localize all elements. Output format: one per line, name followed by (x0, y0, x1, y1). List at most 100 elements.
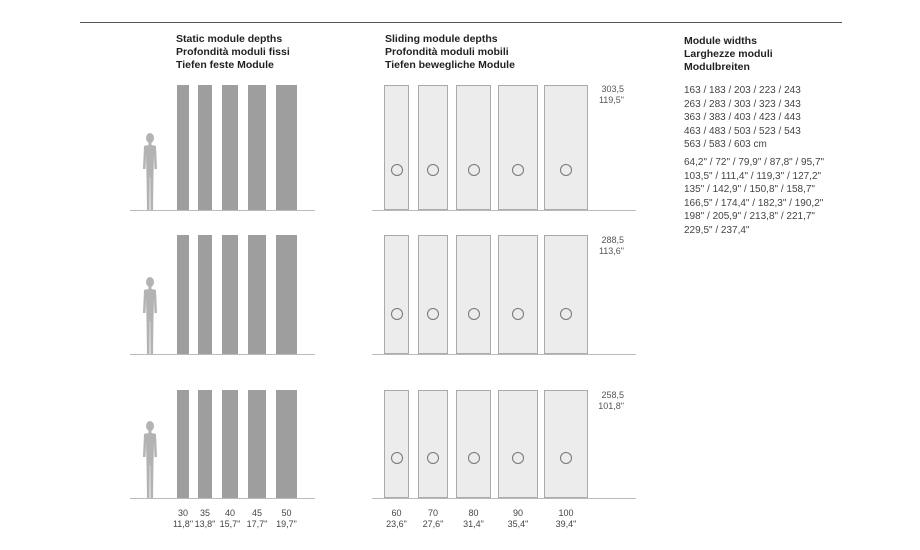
sliding-module-panel (498, 235, 538, 354)
handle-circle-icon (467, 452, 480, 464)
static-module-bar (222, 85, 238, 210)
static-depth-label: 40 15,7" (210, 508, 250, 530)
header-line: Tiefen feste Module (176, 59, 274, 71)
height-inch: 119,5" (598, 95, 624, 105)
depth-cm: 100 (558, 508, 574, 518)
widths-cm-line: 563 / 583 / 603 cm (684, 139, 767, 150)
sliding-module-panel (456, 85, 491, 210)
module-height-label: 288,5 113,6" (599, 235, 624, 257)
handle-circle-icon (512, 452, 524, 464)
handle-circle-icon (467, 308, 480, 320)
module-height-label: 258,5 101,8" (598, 390, 624, 412)
widths-inch-line: 229,5" / 237,4" (684, 224, 750, 236)
depth-inch: 11,8" (172, 519, 194, 529)
static-module-bar (177, 235, 189, 354)
depth-cm: 40 (224, 508, 235, 518)
sliding-depths-header: Sliding module depths Profondità moduli … (385, 33, 515, 72)
header-line: Modulbreiten (684, 61, 750, 73)
height-cm: 258,5 (601, 390, 624, 400)
handle-circle-icon (512, 308, 524, 320)
widths-inch-line: 135" / 142,9" / 150,8" / 158,7" (684, 184, 815, 195)
static-module-bar (198, 235, 212, 354)
static-module-bar (276, 390, 297, 498)
static-module-bar (177, 390, 189, 498)
widths-inch-line: 198" / 205,9" / 213,8" / 221,7" (684, 211, 815, 222)
sliding-module-panel (418, 85, 448, 210)
static-module-bar (276, 235, 297, 354)
handle-circle-icon (427, 308, 439, 320)
depth-inch: 23,6" (386, 519, 407, 529)
handle-circle-icon (390, 164, 403, 176)
handle-circle-icon (390, 308, 403, 320)
handle-circle-icon (560, 452, 572, 464)
depth-inch: 31,4" (463, 519, 484, 529)
static-depth-label: 35 13,8" (185, 508, 225, 530)
depth-inch: 13,8" (194, 519, 216, 529)
static-module-bar (198, 85, 212, 210)
ground-line (130, 210, 315, 211)
static-module-bar (222, 235, 238, 354)
person-silhouette (140, 421, 160, 504)
ground-line (130, 354, 315, 355)
handle-circle-icon (512, 164, 524, 176)
static-module-bar (248, 235, 266, 354)
static-depth-label: 45 17,7" (237, 508, 277, 530)
sliding-module-panel (456, 390, 491, 498)
header-line: Tiefen bewegliche Module (385, 59, 515, 71)
header-line: Sliding module depths (385, 33, 498, 45)
ground-line (372, 498, 636, 499)
handle-circle-icon (427, 164, 439, 176)
height-cm: 288,5 (601, 235, 624, 245)
static-depth-label: 50 19,7" (267, 508, 307, 530)
module-widths-header: Module widths Larghezze moduli Modulbrei… (684, 35, 773, 74)
static-module-bar (248, 85, 266, 210)
person-silhouette (140, 133, 160, 216)
height-inch: 113,6" (598, 246, 624, 256)
handle-circle-icon (427, 452, 439, 464)
sliding-module-panel (498, 85, 538, 210)
sliding-module-panel (456, 235, 491, 354)
sliding-module-panel (384, 85, 409, 210)
height-inch: 101,8" (598, 401, 624, 411)
ground-line (372, 210, 636, 211)
widths-inch-list: 64,2" / 72" / 79,9" / 87,8" / 95,7" 103,… (684, 156, 824, 237)
person-silhouette (140, 277, 160, 360)
top-rule (80, 22, 842, 23)
static-module-bar (198, 390, 212, 498)
depth-cm: 45 (251, 508, 262, 518)
sliding-depth-label: 60 23,6" (377, 508, 417, 530)
handle-circle-icon (560, 308, 572, 320)
sliding-module-panel (498, 390, 538, 498)
sliding-module-panel (544, 85, 588, 210)
header-line: Profondità moduli mobili (385, 46, 509, 58)
sliding-module-panel (384, 235, 409, 354)
widths-cm-line: 263 / 283 / 303 / 323 / 343 (684, 98, 801, 110)
depth-inch: 39,4" (555, 519, 577, 529)
depth-inch: 19,7" (276, 519, 297, 529)
widths-cm-line: 163 / 183 / 203 / 223 / 243 (684, 85, 801, 96)
sliding-module-panel (544, 235, 588, 354)
static-module-bar (276, 85, 297, 210)
widths-inch-line: 166,5" / 174,4" / 182,3" / 190,2" (684, 197, 824, 209)
depth-inch: 17,7" (246, 519, 268, 529)
widths-cm-list: 163 / 183 / 203 / 223 / 243 263 / 283 / … (684, 84, 801, 152)
sliding-module-panel (418, 235, 448, 354)
depth-inch: 27,6" (422, 519, 444, 529)
depth-inch: 15,7" (219, 519, 241, 529)
static-depth-label: 30 11,8" (163, 508, 203, 530)
static-module-bar (177, 85, 189, 210)
depth-cm: 90 (512, 508, 523, 518)
sliding-module-panel (418, 390, 448, 498)
header-line: Module widths (684, 35, 757, 47)
sliding-depth-label: 100 39,4" (546, 508, 586, 530)
static-module-bar (248, 390, 266, 498)
sliding-depth-label: 90 35,4" (498, 508, 538, 530)
widths-inch-line: 103,5" / 111,4" / 119,3" / 127,2" (684, 170, 822, 182)
depth-cm: 35 (199, 508, 210, 518)
header-line: Profondità moduli fissi (176, 46, 290, 58)
ground-line (130, 498, 315, 499)
sliding-module-panel (544, 390, 588, 498)
sliding-module-panel (384, 390, 409, 498)
widths-inch-line: 64,2" / 72" / 79,9" / 87,8" / 95,7" (684, 157, 825, 168)
handle-circle-icon (467, 164, 480, 176)
